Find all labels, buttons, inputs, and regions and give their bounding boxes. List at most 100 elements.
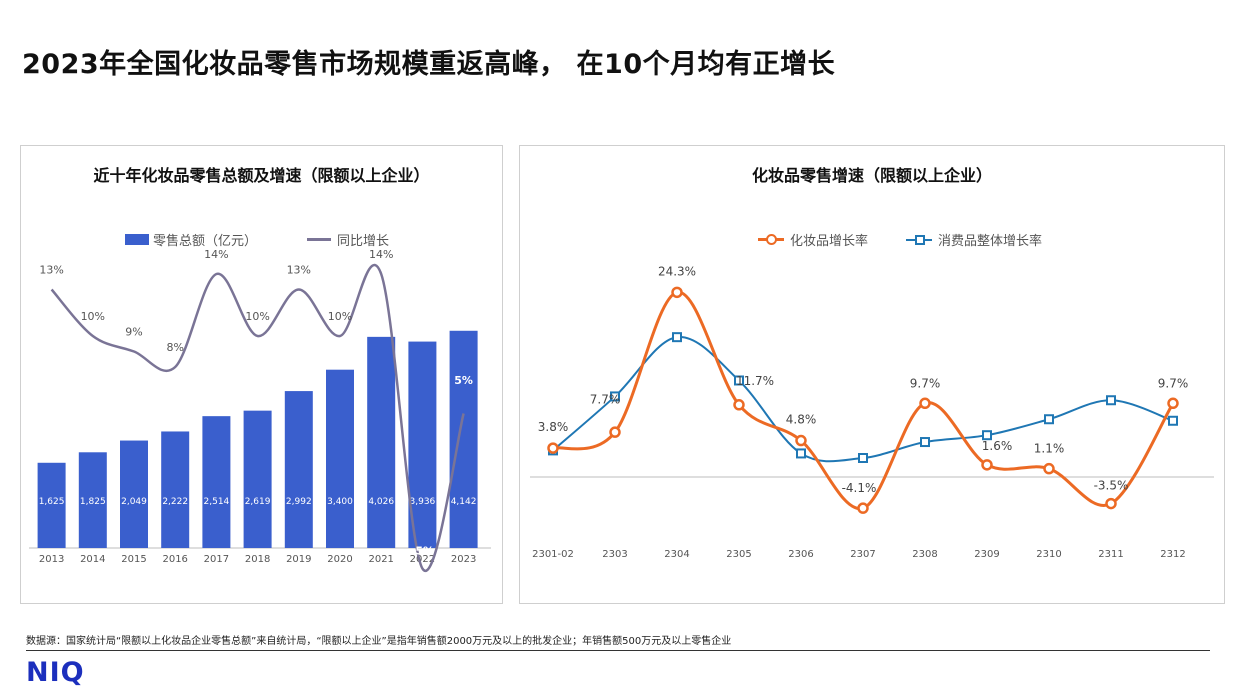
page-title: 2023年全国化妆品零售市场规模重返高峰， 在10个月均有正增长 — [22, 49, 836, 80]
growth-data-label: 13% — [39, 264, 63, 277]
cosmetics-point — [1043, 462, 1055, 475]
consumer-point — [858, 453, 868, 463]
x-tick-label: 2019 — [286, 554, 311, 565]
cosmetics-point — [981, 459, 993, 471]
legend-label-growth: 同比增长 — [337, 234, 390, 249]
consumer-point — [610, 391, 620, 402]
square-marker-icon — [906, 234, 933, 245]
legend-item-consumer: 消费品整体增长率 — [906, 230, 1042, 249]
x-tick-label: 2018 — [245, 554, 270, 565]
monthly-chart-plot: 2301-02 2303 2304 2305 2306 2307 2308 2309 2310 2… — [530, 264, 1214, 560]
growth-data-label: 14% — [369, 248, 393, 261]
x-tick-label: 2309 — [974, 549, 999, 560]
legend-item-sales: 零售总额（亿元） — [125, 230, 257, 249]
x-tick-label: 2308 — [912, 549, 937, 560]
x-tick-label: 2021 — [368, 554, 393, 565]
x-tick-label: 2020 — [327, 554, 352, 565]
x-tick-label: 2312 — [1160, 549, 1185, 560]
annual-chart-legend: 零售总额（亿元） 同比增长 — [125, 230, 439, 249]
line-swatch-icon — [307, 238, 332, 241]
x-tick-label: 2015 — [121, 554, 146, 565]
footer-divider — [26, 650, 1210, 651]
bar-value-label: 1,625 — [39, 497, 65, 507]
growth-data-label: 9% — [125, 326, 142, 339]
consumer-growth-line — [552, 336, 1174, 463]
cosmetics-data-label: 11.7% — [736, 374, 774, 388]
cosmetics-data-label: 1.1% — [1034, 442, 1065, 456]
cosmetics-point — [1105, 497, 1117, 510]
x-tick-label: 2022 — [410, 554, 435, 565]
source-footnote: 数据源：国家统计局“限额以上化妆品企业零售总额”来自统计局，“限额以上企业”是指… — [26, 636, 732, 647]
consumer-point — [1168, 415, 1178, 426]
bar — [408, 341, 437, 548]
bar-value-label: 4,026 — [368, 497, 394, 507]
monthly-chart-title: 化妆品零售增速（限额以上企业） — [751, 166, 992, 185]
growth-data-label: 13% — [287, 264, 311, 277]
bar — [367, 336, 396, 548]
bar-swatch-icon — [125, 234, 149, 245]
legend-item-growth: 同比增长 — [307, 230, 389, 249]
growth-data-label: 5% — [454, 374, 473, 387]
bar — [161, 431, 190, 548]
cosmetics-data-label: 9.7% — [1158, 376, 1189, 390]
x-tick-label: 2013 — [39, 554, 64, 565]
cosmetics-data-label: -3.5% — [1094, 479, 1129, 493]
bar-value-label: 2,222 — [162, 497, 188, 507]
bar — [243, 410, 272, 548]
x-tick-label: 2304 — [664, 549, 689, 560]
cosmetics-data-label: 1.6% — [982, 439, 1013, 453]
bar-value-label: 2,514 — [204, 497, 230, 507]
bar — [326, 369, 354, 548]
growth-data-label: 10% — [81, 310, 105, 323]
bar — [78, 452, 107, 548]
bar-value-label: 2,049 — [121, 497, 147, 507]
annual-chart-title: 近十年化妆品零售总额及增速（限额以上企业） — [93, 166, 430, 185]
cosmetics-point — [609, 426, 621, 438]
cosmetics-point — [1167, 397, 1179, 410]
x-tick-label: 2311 — [1098, 549, 1123, 560]
x-tick-label: 2307 — [850, 549, 875, 560]
legend-label-sales: 零售总额（亿元） — [153, 234, 258, 249]
cosmetics-point — [857, 502, 869, 514]
legend-item-cosmetics: 化妆品增长率 — [758, 230, 868, 249]
legend-label-consumer: 消费品整体增长率 — [938, 234, 1043, 249]
consumer-point — [982, 430, 992, 441]
circle-marker-icon — [758, 234, 784, 245]
consumer-point — [1044, 414, 1054, 425]
x-tick-label: 2017 — [204, 554, 229, 565]
x-tick-label: 2305 — [726, 549, 751, 560]
bar-value-label: 2,992 — [286, 497, 312, 507]
x-tick-label: 2303 — [602, 549, 627, 560]
growth-data-label: 8% — [166, 341, 183, 354]
x-tick-label: 2310 — [1036, 549, 1061, 560]
x-tick-label: 2301-02 — [532, 549, 574, 560]
cosmetics-data-label: 4.8% — [786, 413, 817, 427]
x-tick-label: 2016 — [162, 554, 187, 565]
growth-line — [50, 263, 465, 573]
consumer-point — [920, 437, 930, 448]
growth-data-label: -5% — [411, 545, 434, 558]
cosmetics-data-label: 9.7% — [910, 376, 941, 390]
consumer-point — [672, 332, 682, 343]
bar-value-label: 2,619 — [245, 497, 271, 507]
bar-value-label: 3,400 — [327, 497, 353, 507]
bar — [202, 416, 231, 548]
consumer-point — [734, 375, 744, 386]
cosmetics-point — [547, 442, 559, 454]
bar — [120, 440, 148, 548]
niq-logo: NIQ — [26, 657, 85, 688]
annual-chart-plot: 1,625 2013 1,825 2014 2,049 2015 2,222 2016 2,51… — [29, 248, 491, 573]
cosmetics-data-label: -4.1% — [842, 481, 877, 495]
consumer-point — [1106, 395, 1116, 406]
monthly-chart-legend: 化妆品增长率 消费品整体增长率 — [758, 230, 1092, 249]
bar-value-label: 1,825 — [80, 497, 106, 507]
cosmetics-point — [671, 286, 683, 299]
consumer-point — [796, 448, 806, 459]
cosmetics-point — [733, 399, 745, 411]
cosmetics-growth-line — [552, 290, 1175, 510]
bar — [37, 462, 66, 548]
growth-data-label: 14% — [204, 248, 228, 261]
cosmetics-data-label: 24.3% — [658, 264, 696, 278]
legend-label-cosmetics: 化妆品增长率 — [790, 234, 869, 249]
bar — [284, 391, 313, 548]
